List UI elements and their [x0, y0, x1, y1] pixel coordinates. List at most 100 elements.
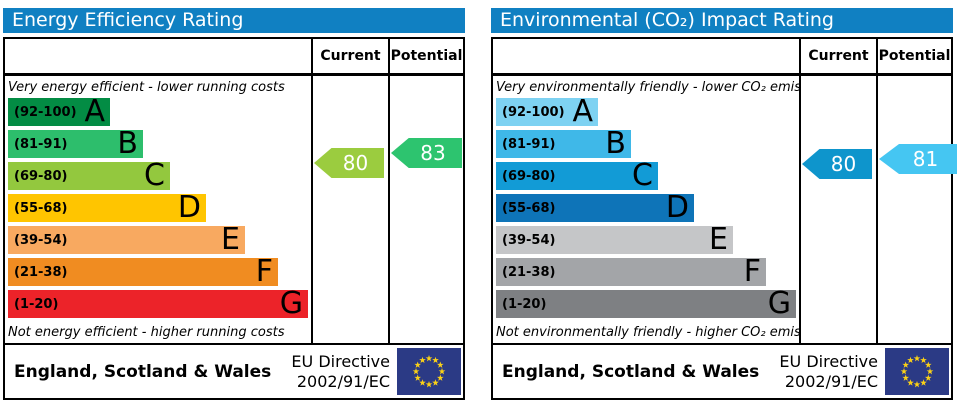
energy-top-caption: Very energy efficient - lower running co… [8, 80, 285, 95]
energy-band-c: (69-80) C [8, 158, 170, 193]
environmental-band-c: (69-80) C [496, 158, 658, 193]
environmental-bands: Very environmentally friendly - lower CO… [493, 76, 799, 343]
band-letter: D [177, 190, 201, 225]
eu-flag-icon [885, 348, 949, 395]
environmental-title: Environmental (CO₂) Impact Rating [500, 9, 834, 31]
band-letter: B [605, 126, 626, 161]
band-letter: A [572, 94, 593, 129]
potential-column-header: Potential [388, 39, 463, 73]
energy-band-a: (92-100) A [8, 94, 110, 129]
eu-directive-label: EU Directive 2002/91/EC [779, 351, 878, 391]
head-spacer [5, 39, 311, 73]
environmental-potential-cell: 81 [876, 76, 957, 343]
band-letter: F [743, 254, 761, 289]
band-row-e: (39-54) E [496, 222, 796, 257]
energy-potential-value: 83 [420, 141, 446, 165]
current-column-header: Current [799, 39, 876, 73]
environmental-table-body: Very environmentally friendly - lower CO… [493, 76, 957, 343]
energy-footer: England, Scotland & Wales EU Directive 2… [5, 343, 463, 398]
band-range: (55-68) [14, 200, 68, 216]
environmental-potential-value: 81 [912, 147, 939, 171]
band-row-g: (1-20) G [496, 286, 796, 321]
band-letter: A [84, 94, 105, 129]
region-label: England, Scotland & Wales [502, 361, 760, 382]
energy-efficiency-panel: Energy Efficiency Rating Current Potenti… [3, 8, 465, 400]
band-range: (1-20) [502, 296, 547, 312]
environmental-top-caption: Very environmentally friendly - lower CO… [496, 80, 799, 95]
band-row-d: (55-68) D [8, 190, 308, 225]
potential-column-header: Potential [876, 39, 951, 73]
energy-title: Energy Efficiency Rating [12, 9, 244, 31]
environmental-band-d: (55-68) D [496, 190, 694, 225]
band-letter: C [144, 158, 165, 193]
energy-current-cell: 80 [311, 76, 388, 343]
energy-table-head: Current Potential [5, 39, 463, 76]
band-letter: E [709, 222, 728, 257]
band-letter: G [279, 286, 303, 321]
energy-band-e: (39-54) E [8, 222, 245, 257]
environmental-current-arrow: 80 [802, 149, 872, 179]
band-letter: D [665, 190, 689, 225]
band-row-a: (92-100) A [8, 94, 308, 129]
band-range: (69-80) [502, 168, 556, 184]
band-row-c: (69-80) C [8, 158, 308, 193]
environmental-title-bar: Environmental (CO₂) Impact Rating [491, 8, 953, 33]
band-row-g: (1-20) G [8, 286, 308, 321]
environmental-footer: England, Scotland & Wales EU Directive 2… [493, 343, 951, 398]
band-range: (1-20) [14, 296, 59, 312]
band-range: (69-80) [14, 168, 68, 184]
band-letter: C [632, 158, 653, 193]
energy-band-f: (21-38) F [8, 254, 278, 289]
environmental-rating-table: Current Potential Very environmentally f… [491, 37, 957, 400]
energy-band-b: (81-91) B [8, 126, 143, 161]
band-letter: F [255, 254, 273, 289]
band-letter: E [221, 222, 240, 257]
band-row-c: (69-80) C [496, 158, 796, 193]
environmental-band-b: (81-91) B [496, 126, 631, 161]
energy-title-bar: Energy Efficiency Rating [3, 8, 465, 33]
region-label: England, Scotland & Wales [14, 361, 272, 382]
environmental-band-e: (39-54) E [496, 222, 733, 257]
energy-current-value: 80 [342, 151, 369, 175]
band-row-b: (81-91) B [8, 126, 308, 161]
band-row-f: (21-38) F [8, 254, 308, 289]
band-range: (55-68) [502, 200, 556, 216]
eu-directive-label: EU Directive 2002/91/EC [291, 351, 390, 391]
current-column-header: Current [311, 39, 388, 73]
environmental-current-cell: 80 [799, 76, 876, 343]
environmental-band-f: (21-38) F [496, 254, 766, 289]
band-range: (39-54) [502, 232, 556, 248]
band-row-d: (55-68) D [496, 190, 796, 225]
energy-rating-table: Current Potential Very energy efficient … [3, 37, 465, 400]
environmental-impact-panel: Environmental (CO₂) Impact Rating Curren… [491, 8, 957, 400]
band-range: (39-54) [14, 232, 68, 248]
energy-band-d: (55-68) D [8, 190, 206, 225]
band-range: (21-38) [502, 264, 556, 280]
band-row-e: (39-54) E [8, 222, 308, 257]
environmental-current-value: 80 [830, 152, 857, 176]
band-letter: B [117, 126, 138, 161]
eu-flag-icon [397, 348, 461, 395]
energy-table-body: Very energy efficient - lower running co… [5, 76, 463, 343]
band-range: (92-100) [502, 104, 565, 120]
band-range: (21-38) [14, 264, 68, 280]
energy-potential-cell: 83 [388, 76, 463, 343]
band-range: (92-100) [14, 104, 77, 120]
band-range: (81-91) [502, 136, 556, 152]
environmental-band-a: (92-100) A [496, 94, 598, 129]
environmental-potential-arrow: 81 [879, 144, 957, 174]
band-range: (81-91) [14, 136, 68, 152]
band-letter: G [767, 286, 791, 321]
band-row-b: (81-91) B [496, 126, 796, 161]
environmental-table-head: Current Potential [493, 39, 951, 76]
energy-current-arrow: 80 [314, 148, 384, 178]
energy-potential-arrow: 83 [391, 138, 462, 168]
environmental-bottom-caption: Not environmentally friendly - higher CO… [496, 325, 799, 340]
band-row-a: (92-100) A [496, 94, 796, 129]
head-spacer [493, 39, 799, 73]
energy-band-g: (1-20) G [8, 286, 308, 321]
energy-bands: Very energy efficient - lower running co… [5, 76, 311, 343]
band-row-f: (21-38) F [496, 254, 796, 289]
energy-bottom-caption: Not energy efficient - higher running co… [8, 325, 285, 340]
